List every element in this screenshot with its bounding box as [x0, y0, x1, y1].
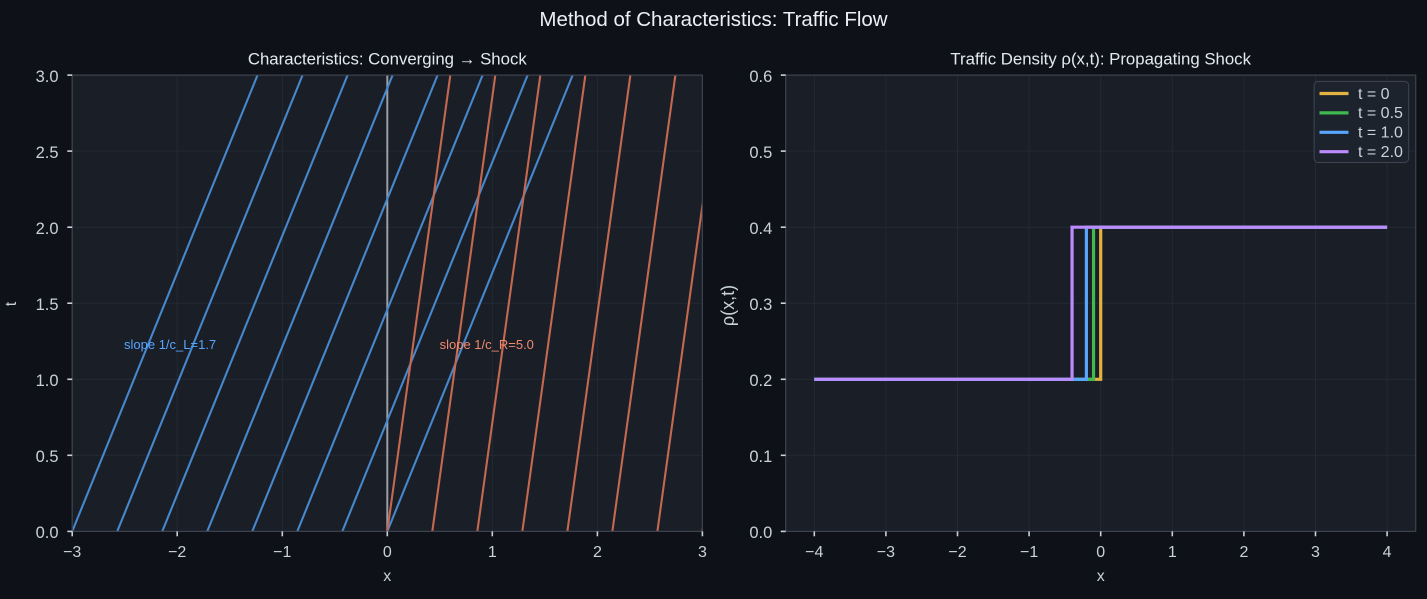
svg-text:t = 0: t = 0 [1358, 86, 1390, 103]
svg-text:0.1: 0.1 [749, 448, 772, 466]
svg-text:0: 0 [383, 544, 392, 561]
svg-text:slope 1/c_L=1.7: slope 1/c_L=1.7 [124, 337, 216, 352]
svg-text:x: x [383, 568, 391, 585]
svg-text:1.5: 1.5 [36, 296, 59, 314]
svg-text:2.5: 2.5 [36, 144, 59, 162]
svg-text:0.5: 0.5 [36, 448, 59, 466]
svg-text:slope 1/c_R=5.0: slope 1/c_R=5.0 [440, 337, 534, 352]
svg-text:2.0: 2.0 [36, 220, 59, 238]
svg-text:0.0: 0.0 [36, 524, 59, 542]
svg-text:1: 1 [1168, 544, 1177, 561]
svg-text:3: 3 [698, 544, 707, 561]
svg-text:4: 4 [1383, 544, 1392, 561]
svg-text:Traffic Density ρ(x,t): Propag: Traffic Density ρ(x,t): Propagating Shoc… [950, 50, 1251, 69]
svg-text:−3: −3 [63, 544, 81, 561]
svg-text:Characteristics: Converging →: Characteristics: Converging → Shock [248, 50, 527, 69]
svg-text:2: 2 [1239, 544, 1248, 561]
svg-text:0.2: 0.2 [749, 372, 772, 390]
svg-text:1.0: 1.0 [36, 372, 59, 390]
svg-text:0.4: 0.4 [749, 220, 772, 238]
svg-text:3: 3 [1311, 544, 1320, 561]
svg-text:−2: −2 [168, 544, 186, 561]
svg-text:0.3: 0.3 [749, 296, 772, 314]
svg-text:t = 2.0: t = 2.0 [1358, 144, 1403, 161]
svg-text:0.0: 0.0 [749, 524, 772, 542]
svg-text:t: t [3, 301, 20, 306]
svg-text:t = 0.5: t = 0.5 [1358, 105, 1403, 122]
svg-text:0.6: 0.6 [749, 68, 772, 86]
svg-text:−3: −3 [877, 544, 895, 561]
svg-text:t = 1.0: t = 1.0 [1358, 125, 1403, 142]
svg-text:−1: −1 [1020, 544, 1038, 561]
svg-text:−1: −1 [273, 544, 291, 561]
svg-text:2: 2 [593, 544, 602, 561]
svg-text:−4: −4 [805, 544, 823, 561]
svg-text:Method of Characteristics: Tra: Method of Characteristics: Traffic Flow [539, 8, 887, 31]
svg-text:1: 1 [488, 544, 497, 561]
svg-text:0: 0 [1096, 544, 1105, 561]
svg-text:3.0: 3.0 [36, 68, 59, 86]
svg-text:0.5: 0.5 [749, 144, 772, 162]
svg-text:ρ(x,t): ρ(x,t) [718, 285, 738, 326]
svg-text:x: x [1097, 568, 1105, 585]
svg-text:−2: −2 [948, 544, 966, 561]
